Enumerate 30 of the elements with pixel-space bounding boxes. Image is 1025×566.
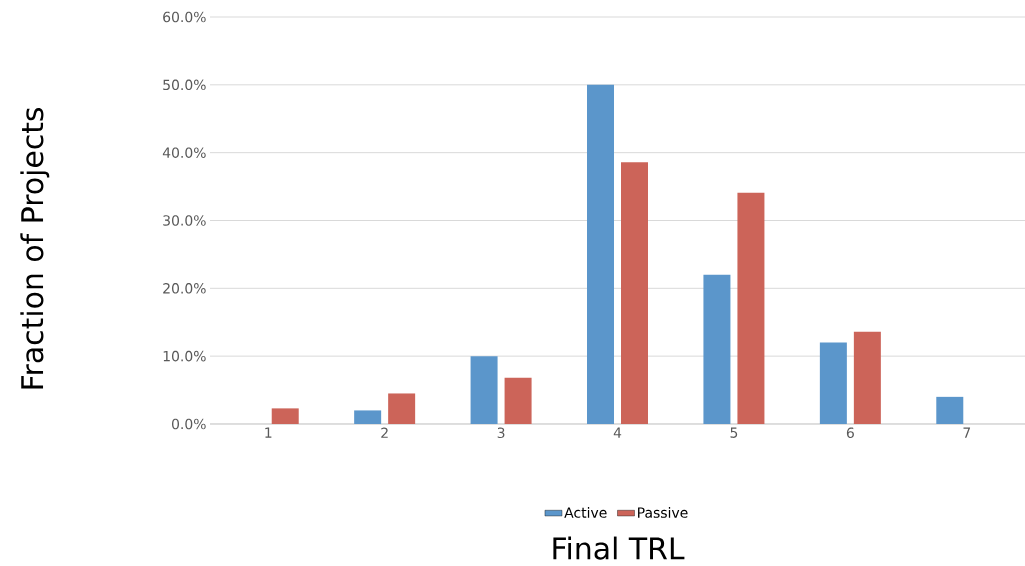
bar [737,192,765,424]
bar [587,84,614,424]
x-tick-label: 1 [265,427,272,438]
x-axis-title: Final TRL [553,536,685,560]
y-tick-label: 0.0% [171,418,206,430]
x-tick-label: 2 [381,427,388,438]
bar [703,274,731,424]
bar [470,356,498,424]
y-tick-label: 50.0% [163,79,206,91]
bar [853,331,881,424]
y-axis-title: Fraction of Projects [20,107,50,389]
bar [621,162,648,424]
bar [271,408,299,424]
legend-label: Active [564,507,607,518]
x-tick-label: 6 [846,427,854,439]
y-tick-label: 30.0% [163,215,206,226]
y-tick-label: 20.0% [163,283,206,294]
x-tick-label: 5 [730,427,738,438]
x-tick-label: 7 [963,427,971,438]
legend-label: Passive [638,507,688,518]
bar [936,396,964,424]
x-tick-label: 3 [497,427,505,439]
bar [388,393,416,424]
y-tick-label: 10.0% [163,350,206,362]
y-tick-label: 40.0% [162,147,206,158]
y-tick-label: 60.0% [163,11,206,23]
x-tick-label: 4 [613,427,622,438]
bar [504,377,532,424]
bar [354,410,382,424]
bar [819,342,847,424]
